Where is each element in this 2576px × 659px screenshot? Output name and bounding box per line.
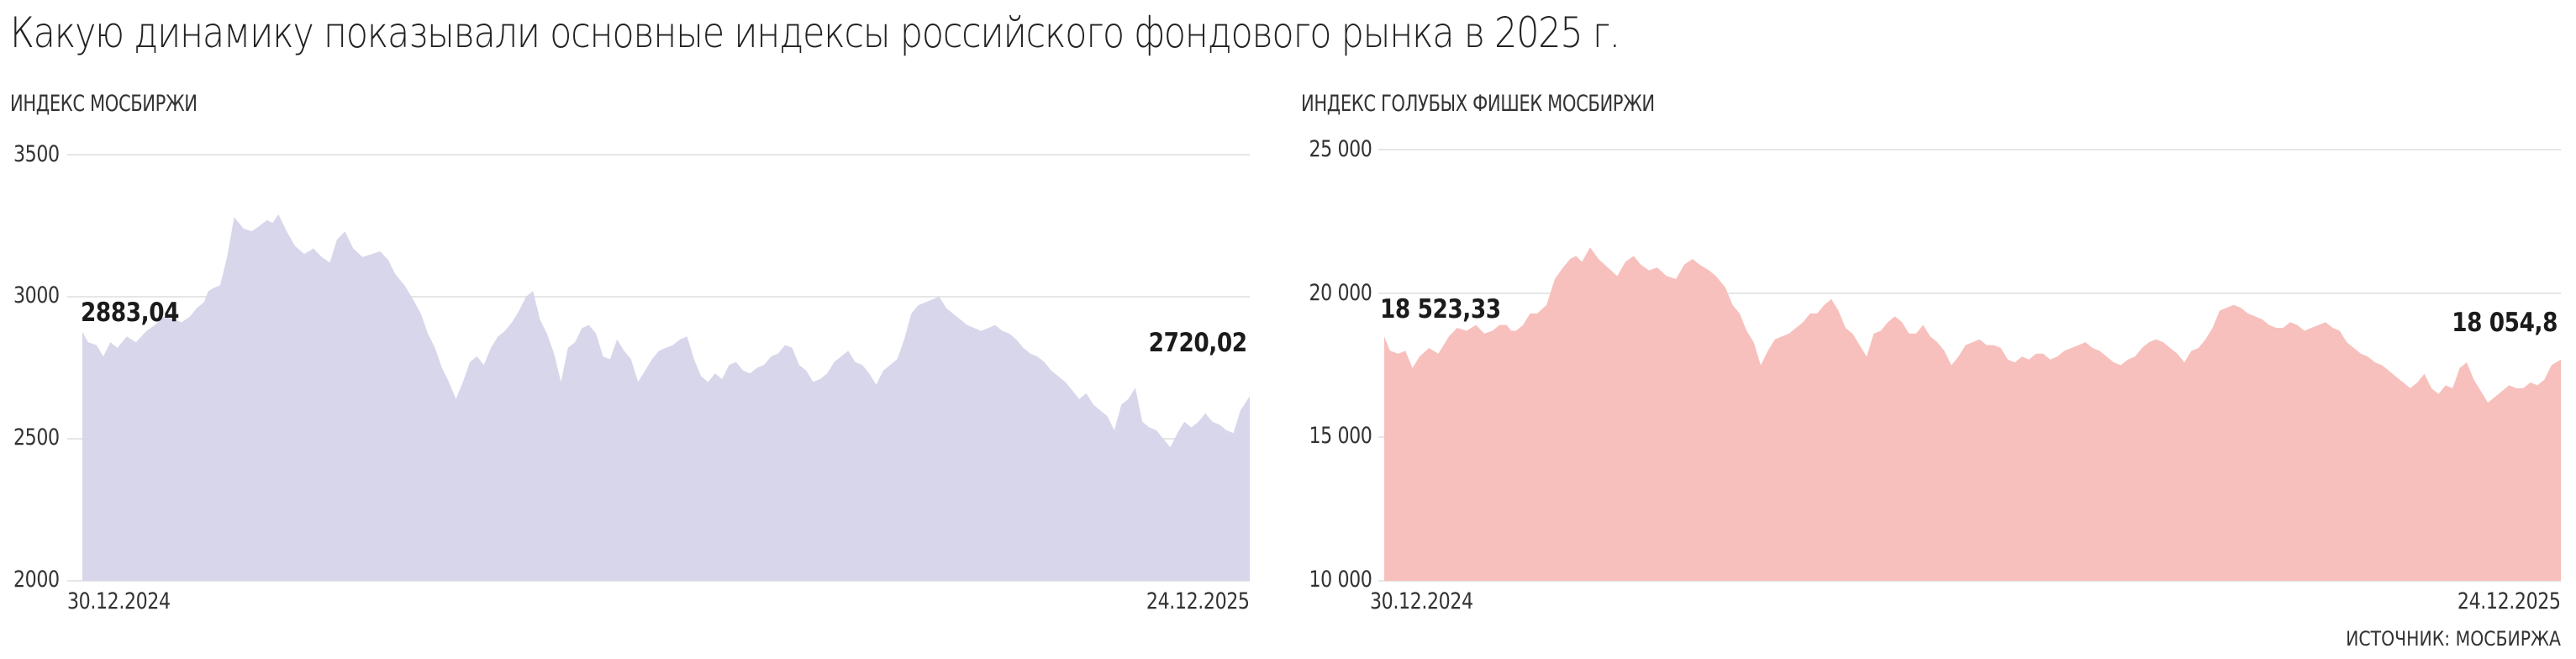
blue-chips-area-series: [1384, 247, 2561, 581]
y-tick-label: 2500: [13, 424, 60, 451]
start-value-label: 18 523,33: [1380, 294, 1501, 324]
y-tick-label: 10 000: [1308, 567, 1372, 593]
end-value-label: 18 054,8: [2452, 308, 2558, 338]
y-tick-label: 25 000: [1308, 136, 1372, 162]
x-start-date: 30.12.2024: [1370, 588, 1473, 614]
y-tick-label: 20 000: [1308, 280, 1372, 306]
y-tick-label: 15 000: [1308, 423, 1372, 449]
x-end-date: 24.12.2025: [2457, 588, 2561, 614]
page-title: Какую динамику показывали основные индек…: [10, 8, 1620, 57]
x-start-date: 30.12.2024: [67, 588, 171, 614]
chart-subtitle: ИНДЕКС МОСБИРЖИ: [10, 91, 198, 117]
source-note: ИСТОЧНИК: МОСБИРЖА: [2346, 627, 2561, 651]
x-end-date: 24.12.2025: [1146, 588, 1250, 614]
y-tick-label: 3500: [13, 141, 60, 167]
chart-subtitle: ИНДЕКС ГОЛУБЫХ ФИШЕК МОСБИРЖИ: [1301, 91, 1655, 117]
end-value-label: 2720,02: [1148, 328, 1247, 358]
y-tick-label: 3000: [13, 282, 60, 308]
y-tick-label: 2000: [13, 567, 60, 593]
start-value-label: 2883,04: [81, 298, 180, 328]
moex-area-series: [82, 214, 1250, 581]
